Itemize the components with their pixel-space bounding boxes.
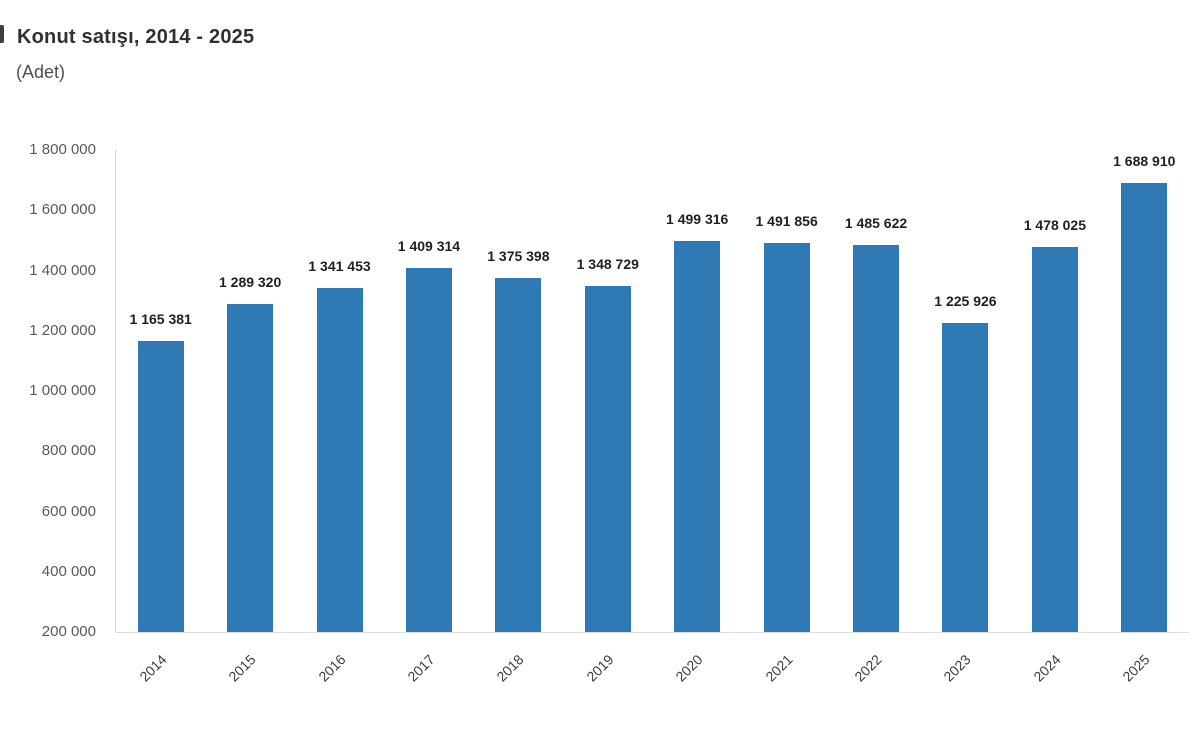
bar-2015[interactable] — [227, 303, 274, 632]
x-tick-label: 2015 — [225, 651, 259, 685]
x-tick-label: 2017 — [404, 651, 438, 685]
y-axis: 200 000 400 000 600 000 800 000 1 000 000 1 2… — [0, 141, 100, 640]
x-tick-label: 2016 — [314, 651, 349, 685]
x-tick-label: 2019 — [583, 651, 617, 685]
y-tick-label: 800 000 — [41, 442, 96, 460]
y-tick-label: 600 000 — [41, 502, 96, 520]
x-tick-label: 2025 — [1119, 651, 1153, 685]
y-tick-label: 1 000 000 — [29, 382, 96, 399]
bar-value-label: 1 289 320 — [218, 273, 282, 290]
y-tick-label: 1 400 000 — [29, 261, 96, 279]
bar-2021[interactable] — [763, 242, 810, 632]
cropped-edge-mark — [0, 25, 4, 43]
bar-2019[interactable] — [584, 285, 631, 632]
y-tick-label: 400 000 — [41, 562, 96, 580]
x-tick-label: 2020 — [672, 651, 706, 685]
bar-2017[interactable] — [405, 267, 452, 632]
bar-value-label: 1 478 025 — [1023, 216, 1087, 233]
x-tick-label: 2022 — [851, 651, 885, 685]
bar-value-label: 1 165 381 — [129, 311, 192, 328]
bar-value-label: 1 375 398 — [487, 247, 550, 264]
bar-2018[interactable] — [495, 277, 542, 632]
bar-value-label: 1 225 926 — [934, 292, 997, 309]
x-tick-label: 2023 — [940, 651, 975, 685]
bar-value-label: 1 409 314 — [397, 237, 461, 254]
y-tick-label: 200 000 — [41, 623, 96, 640]
bar-2022[interactable] — [853, 244, 900, 632]
bar-chart: 200 000 400 000 600 000 800 000 1 000 000 1 2… — [0, 141, 1200, 746]
bar-value-label: 1 688 910 — [1113, 153, 1176, 170]
bar-value-label: 1 499 316 — [666, 210, 729, 227]
plot-area: 1 165 381 1 289 320 1 341 453 1 409 314 1 37… — [115, 150, 1189, 633]
x-tick-label: 2018 — [493, 651, 528, 685]
chart-subtitle: (Adet) — [16, 62, 66, 82]
bar-2016[interactable] — [316, 288, 363, 632]
bar-value-label: 1 485 622 — [844, 214, 908, 231]
bar-value-label: 1 341 453 — [308, 258, 371, 275]
y-tick-label: 1 800 000 — [29, 141, 96, 158]
chart-title: Konut satışı, 2014 - 2025 — [17, 26, 255, 48]
x-tick-label: 2014 — [136, 651, 170, 685]
y-tick-label: 1 600 000 — [29, 201, 96, 219]
bar-value-label: 1 491 856 — [755, 212, 818, 229]
y-tick-label: 1 200 000 — [29, 321, 96, 339]
x-axis: 2014 2015 2016 2017 2018 2019 2020 2021 2022 2023… — [115, 633, 1200, 746]
x-tick-label: 2021 — [761, 651, 796, 685]
x-tick-label: 2024 — [1030, 651, 1064, 685]
bar-2014[interactable] — [137, 341, 184, 632]
bar-2024[interactable] — [1031, 247, 1078, 632]
bar-value-label: 1 348 729 — [576, 255, 639, 272]
bar-2020[interactable] — [674, 240, 721, 632]
bar-2025[interactable] — [1121, 183, 1168, 632]
bar-2023[interactable] — [942, 322, 989, 632]
